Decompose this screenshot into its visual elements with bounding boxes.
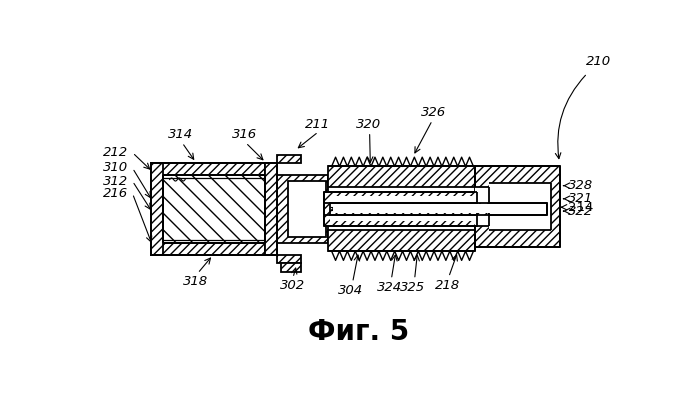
Text: 326: 326 bbox=[421, 106, 447, 119]
Bar bbox=[151, 163, 277, 255]
Bar bbox=[330, 203, 491, 215]
Bar bbox=[328, 166, 475, 187]
Text: 304: 304 bbox=[338, 284, 363, 297]
Bar bbox=[277, 175, 328, 243]
Text: 211: 211 bbox=[305, 117, 330, 130]
Bar bbox=[151, 243, 265, 255]
Text: 325: 325 bbox=[400, 281, 426, 294]
Bar bbox=[333, 204, 490, 214]
Text: 314: 314 bbox=[168, 128, 193, 141]
Bar bbox=[151, 163, 164, 255]
Bar bbox=[324, 192, 477, 226]
Bar bbox=[277, 155, 300, 163]
Text: 218: 218 bbox=[435, 278, 461, 291]
Bar bbox=[163, 175, 263, 243]
Text: 210: 210 bbox=[586, 55, 611, 68]
Bar bbox=[277, 255, 300, 263]
Bar bbox=[475, 187, 489, 226]
Text: 324: 324 bbox=[377, 281, 402, 294]
Bar bbox=[489, 203, 547, 215]
Bar bbox=[330, 196, 475, 221]
Bar bbox=[265, 163, 277, 255]
Bar bbox=[151, 163, 265, 175]
Text: Фиг. 5: Фиг. 5 bbox=[308, 318, 410, 346]
Bar bbox=[475, 166, 560, 247]
Text: 310: 310 bbox=[103, 161, 128, 174]
Bar bbox=[163, 175, 265, 243]
Text: 316: 316 bbox=[232, 128, 257, 141]
Text: 322: 322 bbox=[568, 204, 593, 218]
Bar bbox=[288, 181, 326, 237]
Text: 212: 212 bbox=[103, 146, 128, 159]
Text: 302: 302 bbox=[280, 279, 305, 292]
Text: 321: 321 bbox=[568, 192, 593, 205]
Bar bbox=[328, 230, 475, 251]
Text: 320: 320 bbox=[356, 117, 382, 130]
Text: 312: 312 bbox=[103, 175, 128, 188]
Text: 318: 318 bbox=[183, 275, 209, 288]
Text: 216: 216 bbox=[103, 187, 128, 200]
Bar bbox=[163, 175, 263, 243]
Bar bbox=[163, 175, 265, 243]
Text: 328: 328 bbox=[568, 179, 593, 192]
Bar bbox=[489, 183, 551, 230]
Bar bbox=[165, 176, 262, 241]
Bar bbox=[281, 263, 300, 272]
Text: 214: 214 bbox=[561, 201, 594, 214]
